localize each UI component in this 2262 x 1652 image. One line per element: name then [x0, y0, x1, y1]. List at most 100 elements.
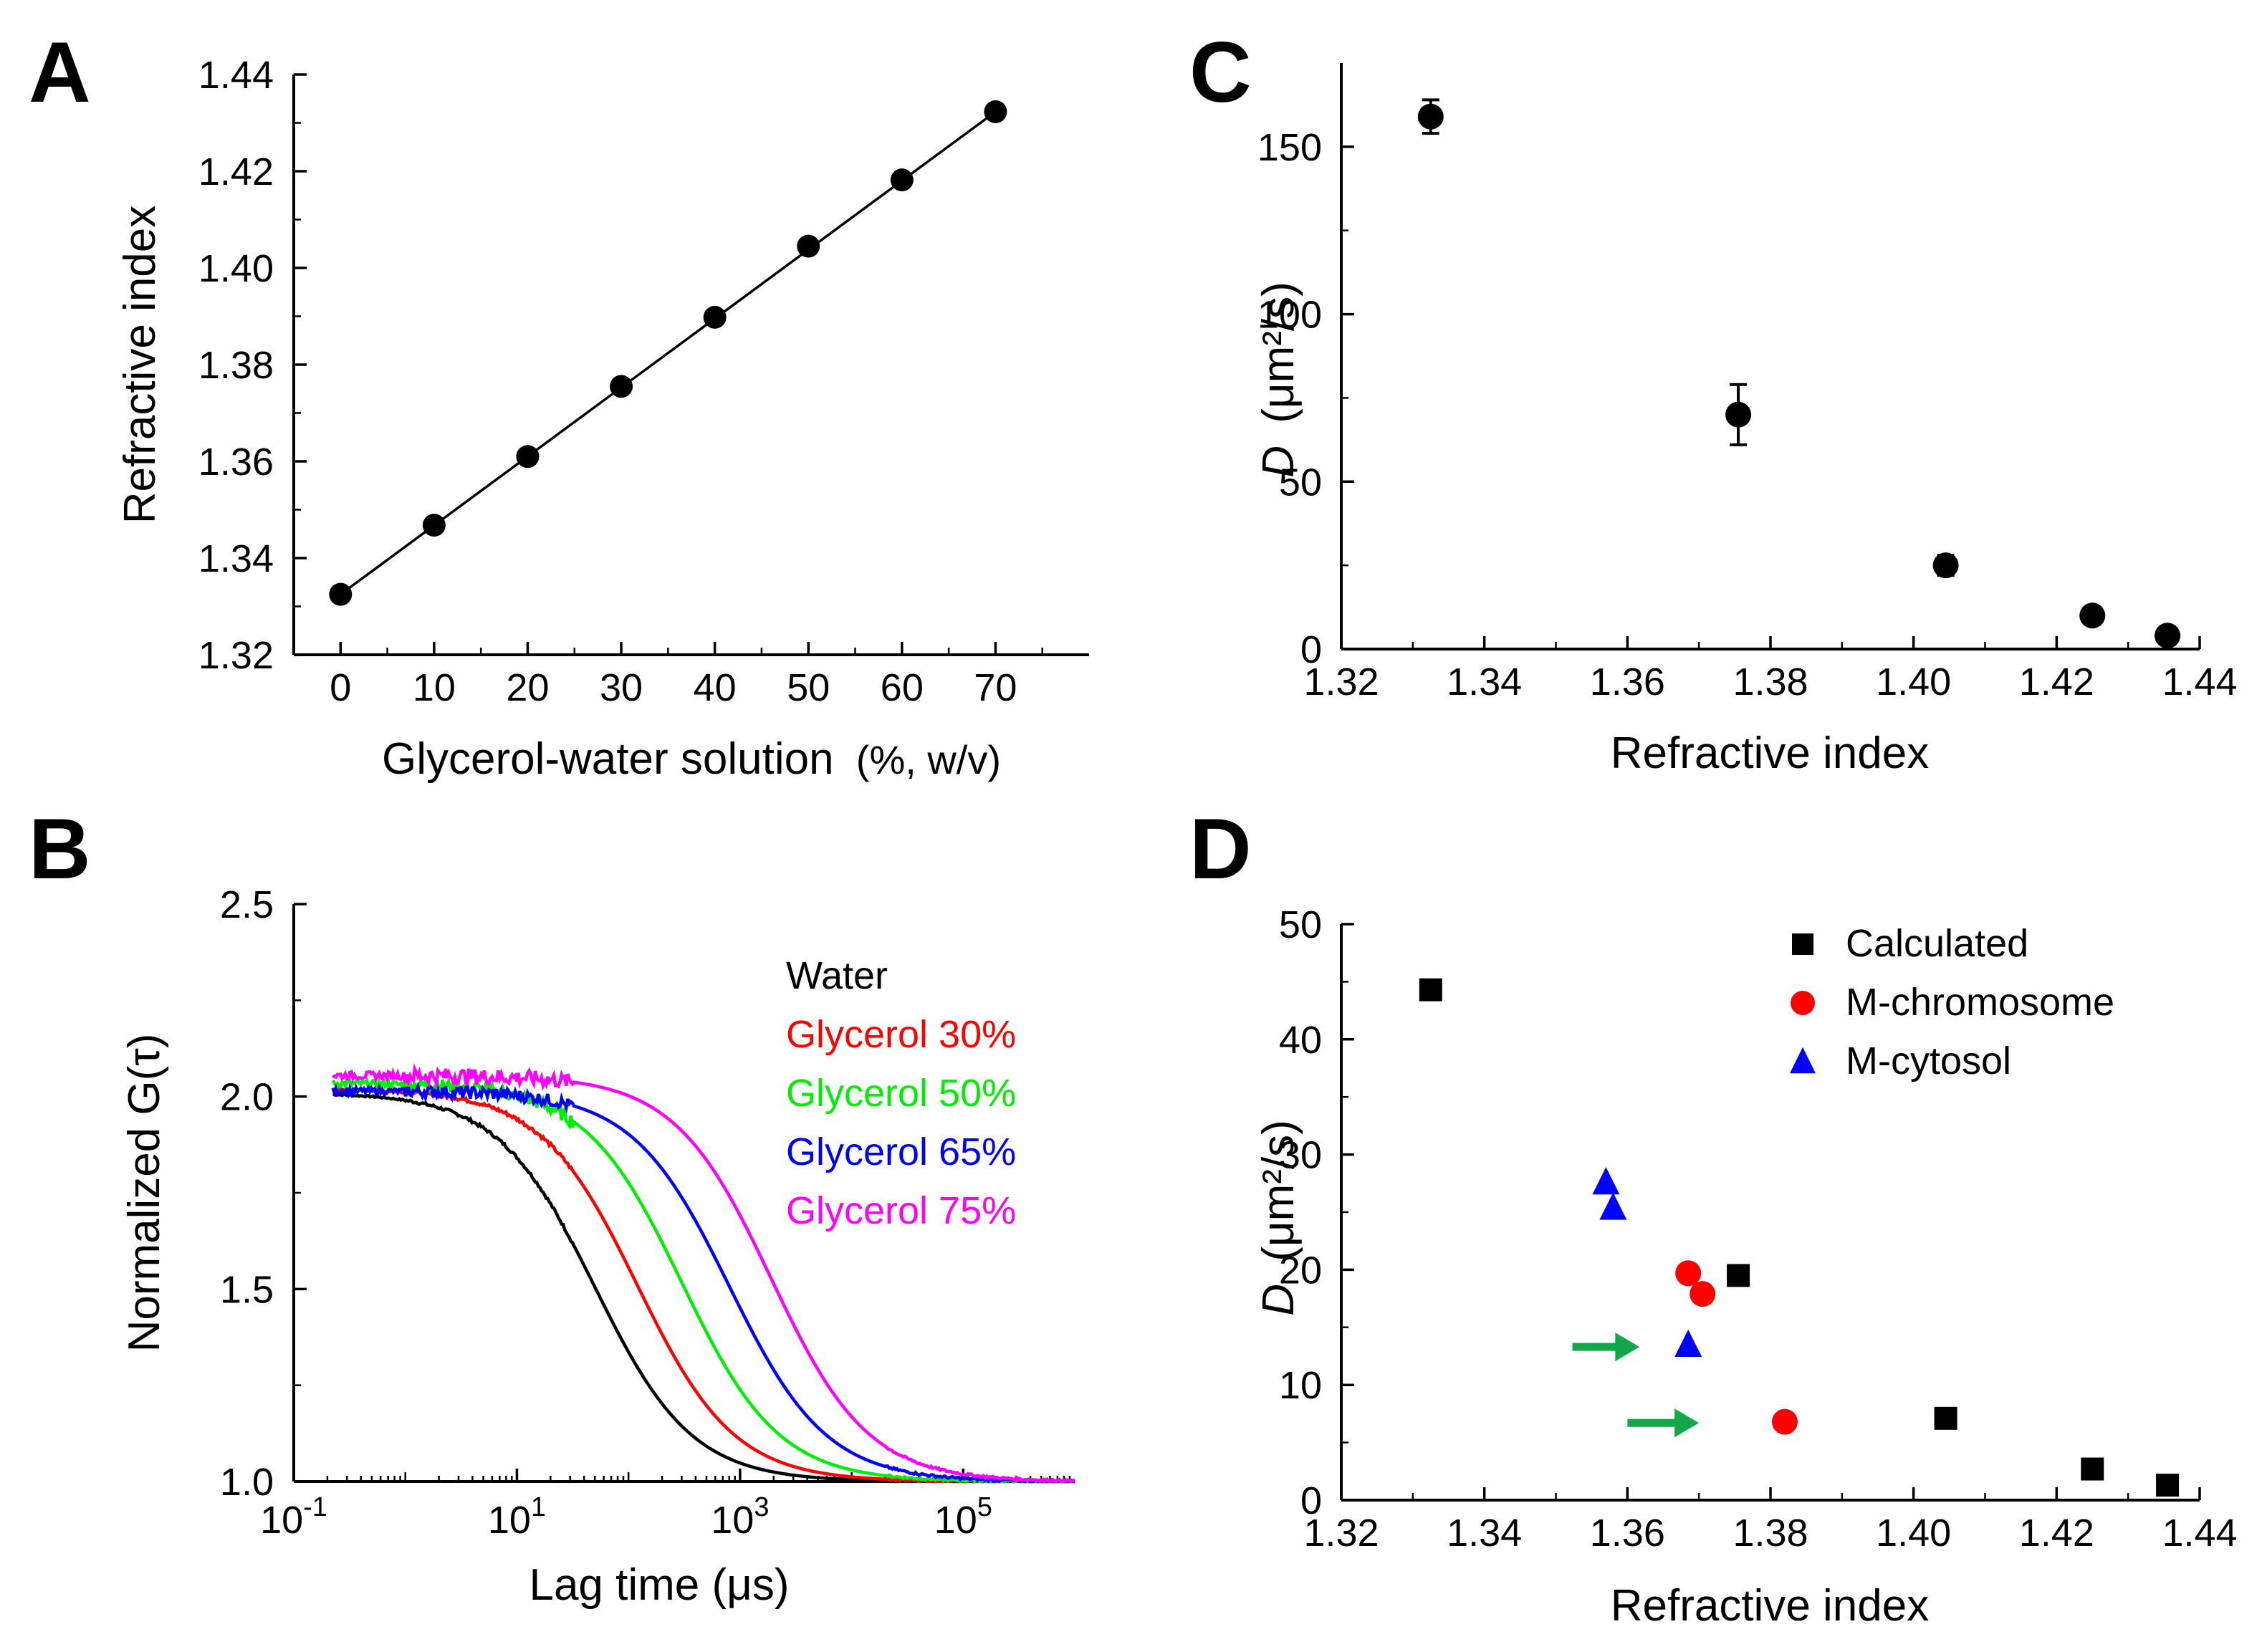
a-x-tick-label: 50	[787, 666, 830, 709]
c-y-tick-label: 100	[1257, 294, 1322, 337]
d-calculated-point	[2156, 1474, 2180, 1497]
a-data-point	[516, 445, 540, 469]
c-data-point	[2155, 623, 2181, 649]
c-x-tick-label: 1.34	[1447, 661, 1522, 703]
a-data-point	[890, 168, 914, 192]
a-data-point	[797, 234, 820, 258]
c-y-tick-label: 0	[1300, 628, 1322, 671]
a-y-tick-label: 1.38	[198, 344, 274, 387]
d-y-label-unit: (μm²/s)	[1254, 1120, 1303, 1262]
a-x-tick-label: 40	[694, 666, 737, 709]
d-y-tick-label: 20	[1279, 1249, 1322, 1292]
panel-label-a: A	[29, 24, 91, 120]
panel-label-d: D	[1189, 801, 1252, 897]
a-x-tick-label: 20	[506, 666, 549, 709]
a-y-tick-label: 1.40	[198, 247, 274, 290]
panel-label-c: C	[1189, 24, 1252, 120]
b-x-tick-label: 101	[488, 1492, 546, 1542]
b-legend: Water Glycerol 30% Glycerol 50% Glycerol…	[786, 954, 1016, 1232]
c-y-label-var: D	[1254, 446, 1303, 478]
d-y-tick-label: 10	[1279, 1364, 1322, 1407]
b-legend-water: Water	[786, 954, 888, 997]
c-data-point	[1932, 552, 1959, 579]
a-x-tick-label: 10	[413, 666, 456, 709]
d-m-cytosol-point	[1592, 1167, 1620, 1195]
b-legend-glycerol-50: Glycerol 50%	[786, 1072, 1016, 1115]
d-m-cytosol-point	[1599, 1192, 1627, 1220]
d-calculated-point	[1419, 978, 1442, 1002]
a-ticks: 0 10 20 30 40 50 60 70 1.32 1.34 1.36 1.38 1.40 1.42 1…	[198, 54, 1043, 709]
a-x-tick-label: 0	[330, 666, 351, 709]
d-x-tick-label: 1.32	[1303, 1512, 1379, 1555]
c-x-tick-label: 1.32	[1303, 661, 1379, 703]
a-data-point	[329, 582, 353, 606]
b-marks	[331, 1063, 1076, 1484]
b-x-label: Lag time (μs)	[529, 1560, 789, 1610]
d-m-cytosol-point	[1674, 1329, 1702, 1358]
c-x-tick-label: 1.44	[2162, 661, 2237, 703]
c-data-point	[1725, 401, 1752, 428]
b-x-tick-label: 103	[711, 1492, 769, 1542]
c-x-tick-label: 1.40	[1876, 661, 1951, 703]
b-y-label: Normalized G(τ)	[120, 1034, 169, 1353]
d-x-tick-label: 1.44	[2162, 1512, 2237, 1555]
a-y-tick-label: 1.42	[198, 150, 274, 193]
b-x-tick-exp: 3	[754, 1492, 769, 1522]
d-legend: Calculated M-chromosome M-cytosol	[1790, 922, 2114, 1082]
b-legend-glycerol-65: Glycerol 65%	[786, 1130, 1016, 1173]
a-data-point	[984, 100, 1007, 123]
a-data-point	[610, 375, 633, 398]
d-calculated-point	[1727, 1264, 1750, 1287]
b-y-tick-label: 2.5	[220, 883, 274, 926]
d-y-label: D (μm²/s)	[1254, 1120, 1303, 1316]
d-ticks: 1.32 1.34 1.36 1.38 1.40 1.42 1.44 0 10 20 30 40 50	[1279, 903, 2238, 1555]
a-x-label: Glycerol-water solution (%, w/v)	[382, 734, 1001, 784]
a-marks	[329, 100, 1007, 606]
d-calculated-point	[1934, 1406, 1957, 1430]
a-y-tick-label: 1.32	[198, 634, 274, 677]
a-y-label: Refractive index	[115, 206, 165, 524]
d-legend-m-chromosome: M-chromosome	[1846, 981, 2114, 1024]
panel-c: C 1.32 1.34 1.36 1.38 1.40 1.42 1.44050100150 …	[1189, 24, 2238, 778]
b-y-tick-label: 1.5	[220, 1268, 274, 1311]
panel-d: D 1.32 1.34 1.36 1.38 1.40 1.42 1.44 0 10 20 30 40 5…	[1189, 801, 2238, 1631]
d-arrow-head	[1674, 1408, 1700, 1438]
b-series-line	[332, 1063, 1076, 1484]
c-y-label: D (μm²/s)	[1254, 282, 1303, 478]
d-legend-marker-m-cytosol	[1790, 1047, 1816, 1074]
panel-label-b: B	[29, 801, 91, 897]
b-x-tick-exp: 1	[531, 1492, 546, 1522]
d-legend-calculated: Calculated	[1846, 922, 2028, 965]
a-x-label-main: Glycerol-water solution	[382, 734, 834, 784]
d-m-chromosome-point	[1690, 1281, 1716, 1307]
a-x-label-unit: (%, w/v)	[856, 737, 1001, 782]
b-x-tick-exp: -1	[303, 1492, 327, 1522]
d-x-tick-label: 1.36	[1590, 1512, 1665, 1555]
c-y-label-unit: (μm²/s)	[1254, 282, 1303, 423]
c-data-point	[1417, 103, 1444, 130]
d-m-chromosome-point	[1771, 1408, 1798, 1435]
panel-a: A 0 10 20 30 40 50 60 70 1.32 1.34 1.36 1.38 1.40 1.4…	[29, 24, 1089, 784]
d-legend-marker-m-chromosome	[1791, 991, 1815, 1015]
c-x-tick-label: 1.42	[2019, 661, 2094, 703]
c-data-point	[2079, 602, 2106, 629]
a-x-tick-label: 70	[974, 666, 1017, 709]
a-x-tick-label: 60	[881, 666, 924, 709]
c-marks	[1417, 98, 2181, 649]
d-y-tick-label: 50	[1279, 903, 1322, 946]
c-ticks: 1.32 1.34 1.36 1.38 1.40 1.42 1.44 0 50 100 150	[1257, 126, 2238, 703]
a-x-tick-label: 30	[600, 666, 643, 709]
c-x-label: Refractive index	[1611, 729, 1930, 778]
a-y-tick-label: 1.44	[198, 54, 274, 97]
d-x-label: Refractive index	[1611, 1581, 1930, 1631]
a-fit-line	[340, 110, 997, 596]
b-x-tick-base: 10	[488, 1499, 531, 1542]
b-x-tick-exp: 5	[977, 1492, 992, 1522]
b-x-tick-base: 10	[260, 1499, 303, 1542]
d-x-tick-label: 1.40	[1876, 1512, 1951, 1555]
d-y-tick-label: 30	[1279, 1134, 1322, 1177]
a-data-point	[422, 514, 446, 537]
